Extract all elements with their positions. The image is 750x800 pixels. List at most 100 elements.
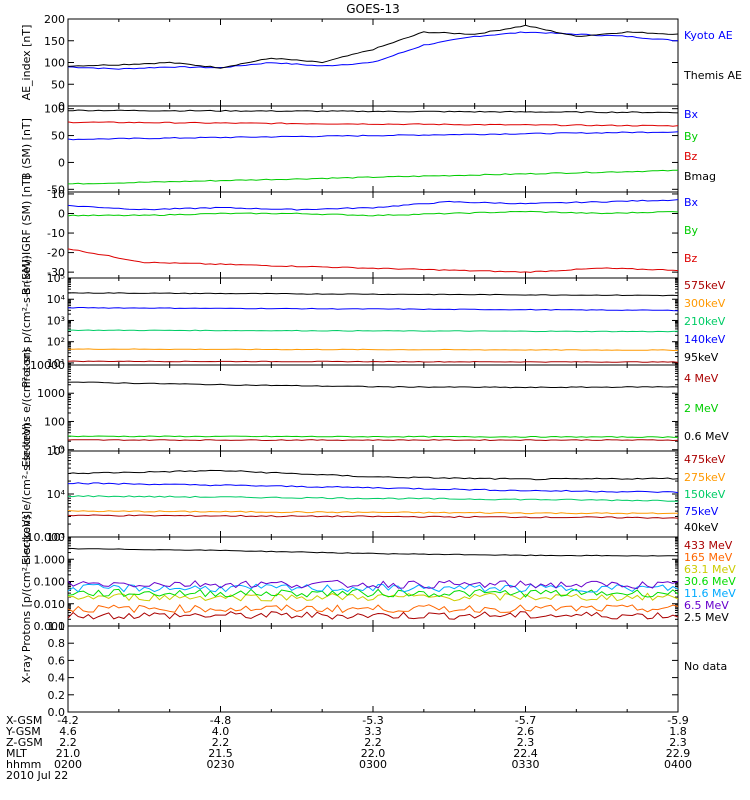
footer-value: -5.9 (667, 714, 688, 727)
footer-row-label: Z-GSM (6, 736, 43, 749)
legend-entry: 75keV (684, 505, 719, 518)
legend-entry: 6.5 MeV (684, 599, 729, 612)
y-axis-label: X-ray (20, 654, 33, 683)
y-axis-label: Electrons e/(cm²-s-sr) (20, 349, 33, 468)
y-tick-label: 0.001 (34, 620, 66, 633)
footer-value: 2.2 (59, 736, 77, 749)
legend-entry: Themis AE (683, 69, 742, 82)
series-line (67, 210, 679, 217)
series-line (67, 248, 679, 273)
y-tick-label: 0.8 (48, 637, 66, 650)
footer-value: 21.0 (56, 747, 81, 760)
y-axis-label: Protons [p/(cm²-s-sr-keV)] (20, 511, 33, 652)
legend-entry: 575keV (684, 279, 726, 292)
y-tick-label: 10⁵ (47, 272, 65, 285)
footer-value: 2.2 (364, 736, 382, 749)
y-tick-label: 10 (51, 188, 65, 201)
panel-frame (67, 105, 679, 193)
y-axis-label: B (SM) [nT] (20, 118, 33, 180)
series-line (67, 604, 679, 614)
footer-date: 2010 Jul 22 (6, 769, 68, 782)
y-tick-label: 0 (58, 208, 65, 221)
y-tick-label: 1000 (37, 387, 65, 400)
footer-row-label: hhmm (6, 758, 41, 771)
footer-value: 0200 (54, 758, 82, 771)
panel-frame (67, 625, 679, 713)
y-tick-label: 0.2 (48, 689, 66, 702)
y-tick-label: 150 (44, 35, 65, 48)
legend-entry: 140keV (684, 333, 726, 346)
legend-entry: 433 MeV (684, 539, 733, 552)
y-tick-label: 100 (44, 103, 65, 116)
series-line (67, 469, 679, 481)
y-tick-label: -10 (47, 227, 65, 240)
y-tick-label: 0.4 (48, 672, 66, 685)
legend-entry: 95keV (684, 351, 719, 364)
y-tick-label: 50 (51, 78, 65, 91)
legend-entry: Bx (684, 108, 699, 121)
panel-frame (67, 277, 679, 366)
series-line (67, 514, 679, 519)
y-tick-label: 10 (51, 444, 65, 457)
legend-entry: 275keV (684, 471, 726, 484)
y-tick-label: 10⁴ (47, 293, 66, 306)
chart-title: GOES-13 (346, 2, 400, 16)
y-tick-label: 0.6 (48, 654, 66, 667)
y-tick-label: 10⁴ (47, 488, 66, 501)
y-tick-label: 200 (44, 13, 65, 26)
series-line (67, 292, 679, 297)
series-line (67, 381, 679, 389)
footer-value: -5.7 (515, 714, 536, 727)
footer-value: 2.6 (517, 725, 535, 738)
series-line (68, 482, 679, 494)
legend-entry: 2 MeV (684, 402, 719, 415)
series-line (67, 439, 679, 442)
footer-row-label: Y-GSM (5, 725, 41, 738)
legend-entry: 210keV (684, 315, 726, 328)
series-line (67, 360, 679, 363)
y-tick-label: 100 (44, 57, 65, 70)
series-line (67, 307, 679, 312)
legend-entry: 4 MeV (684, 372, 719, 385)
footer-value: 0330 (512, 758, 540, 771)
y-tick-label: 10³ (47, 314, 65, 327)
series-line (67, 31, 679, 70)
y-tick-label: 50 (51, 130, 65, 143)
legend-entry: Bmag (684, 170, 716, 183)
legend-entry: 475keV (684, 453, 726, 466)
series-line (67, 435, 679, 439)
series-line (67, 583, 679, 593)
footer-value: 0400 (664, 758, 692, 771)
y-tick-label: 0 (58, 156, 65, 169)
footer-value: 22.9 (666, 747, 691, 760)
footer-value: 1.8 (669, 725, 687, 738)
y-tick-label: 10¹ (47, 357, 65, 370)
footer-value: 0230 (207, 758, 235, 771)
y-tick-label: 10³ (47, 531, 65, 544)
y-tick-label: 10⁵ (47, 445, 65, 458)
legend-entry: 2.5 MeV (684, 611, 729, 624)
footer-value: 4.0 (212, 725, 230, 738)
y-tick-label: 100 (44, 415, 65, 428)
panel-frame (67, 450, 679, 538)
y-tick-label: -50 (47, 183, 65, 196)
y-tick-label: 1.000 (34, 553, 66, 566)
y-tick-label: 10000 (30, 359, 65, 372)
footer-value: -5.3 (362, 714, 383, 727)
series-line (67, 121, 679, 127)
panel-frame (67, 191, 679, 279)
y-tick-label: 10² (47, 336, 65, 349)
legend-entry: 150keV (684, 488, 726, 501)
legend-entry: Bz (684, 252, 698, 265)
series-line (67, 510, 678, 515)
footer-value: 4.6 (59, 725, 77, 738)
series-line (67, 495, 679, 502)
series-line (67, 611, 679, 620)
legend-entry: 11.6 MeV (684, 587, 736, 600)
legend-entry: By (684, 130, 699, 143)
series-line (67, 547, 679, 557)
legend-entry: Bz (684, 150, 698, 163)
footer-value: 21.5 (208, 747, 233, 760)
y-tick-label: 10.000 (27, 531, 66, 544)
